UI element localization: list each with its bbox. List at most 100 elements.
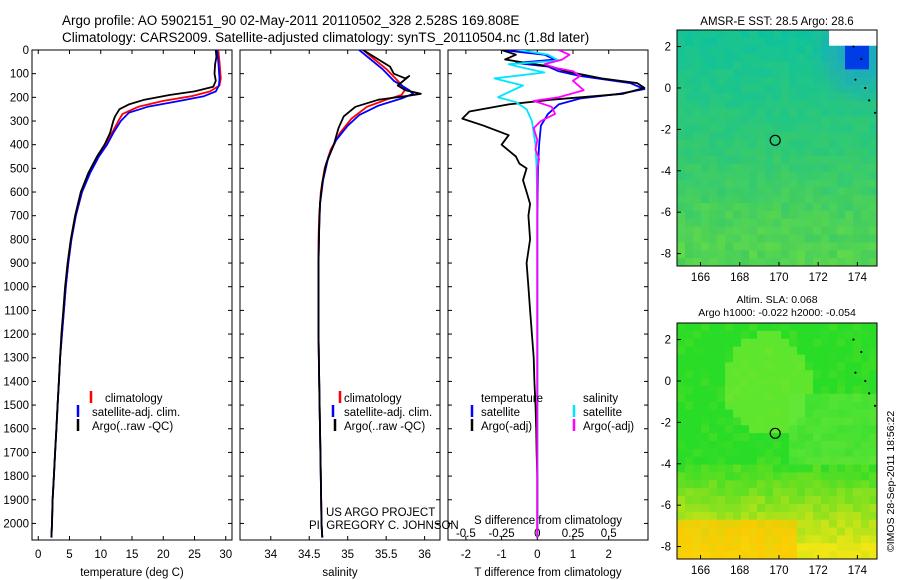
sst-map-cell: [845, 195, 854, 204]
sla-map-cell: [693, 346, 702, 356]
sla-map-cell: [789, 323, 798, 332]
sla-map-cell: [733, 472, 742, 481]
sst-map-cell: [677, 100, 686, 110]
sst-map-cell: [837, 155, 846, 165]
sla-map-cell: [869, 409, 877, 418]
sst-map-cell: [757, 210, 766, 220]
sla-map-cell: [773, 511, 782, 521]
sst-map-cell: [701, 218, 710, 228]
sla-map-cell: [773, 370, 782, 379]
sla-map-cell: [781, 448, 790, 458]
sst-map-cell: [797, 258, 806, 266]
sla-map-cell: [781, 425, 790, 434]
sla-map-cell: [741, 362, 750, 371]
sla-map-cell: [741, 488, 750, 497]
sla-map-cell: [757, 409, 766, 418]
sla-map-cell: [677, 551, 686, 559]
sst-map-cell: [709, 61, 718, 70]
sla-map-cell: [837, 354, 846, 363]
sla-map-cell: [677, 338, 686, 348]
sla-map-cell: [861, 448, 870, 458]
sla-map-cell: [693, 464, 702, 474]
sst-map-cell: [789, 155, 798, 165]
sst-map-cell: [773, 124, 782, 133]
sla-map-cell: [733, 346, 742, 356]
sla-map-cell: [781, 511, 790, 521]
sst-map-cell: [789, 163, 798, 173]
sla-map-cell: [781, 519, 790, 529]
temperature-y-tick-label: 400: [10, 140, 29, 152]
sla-map-cell: [837, 433, 846, 442]
sla-map-cell: [773, 543, 782, 552]
sst-map-cell: [773, 258, 782, 266]
sla-map-cell: [813, 393, 822, 403]
sst-map-cell: [813, 234, 822, 243]
sst-map-cell: [813, 171, 822, 181]
sla-map-cell: [773, 385, 782, 395]
sla-map-cell: [853, 393, 862, 403]
sla-map-cell: [685, 362, 694, 371]
sla-map-cell: [741, 378, 750, 387]
sla-map-cell: [869, 346, 877, 356]
sst-map-cell: [749, 195, 758, 204]
salinity-x-tick-label: 34.5: [298, 549, 320, 561]
sst-map-cell: [741, 61, 750, 70]
sst-map-cell: [773, 132, 782, 141]
sla-map-cell: [765, 448, 774, 458]
sst-map-cell: [765, 61, 774, 70]
sst-map-cell: [805, 53, 814, 63]
sla-map-cell: [805, 448, 814, 458]
sla-map-cell: [813, 543, 822, 552]
sst-map-cell: [829, 140, 838, 149]
sst-map-cell: [749, 69, 758, 78]
sst-map-cell: [781, 92, 790, 102]
salinity-series-argo-raw-qc: [317, 50, 422, 538]
sla-map-cell: [869, 511, 877, 521]
sst-map-cell: [781, 234, 790, 243]
sst-map-cell: [837, 148, 846, 157]
sst-map-cell: [733, 30, 742, 39]
sla-map-cell: [773, 393, 782, 403]
sst-map-cell: [837, 132, 846, 141]
sst-map-cell: [869, 242, 877, 251]
sst-map-cell: [845, 45, 854, 55]
sst-map-cell: [861, 77, 870, 86]
sla-map-cell: [677, 330, 686, 340]
sla-map-cell: [765, 472, 774, 481]
sst-map-cell: [853, 45, 862, 55]
sst-map-cell: [717, 85, 726, 94]
sla-map-cell: [765, 346, 774, 356]
sla-map-cell: [829, 448, 838, 458]
sst-map-cell: [829, 85, 838, 94]
sla-map-argo-marker: [769, 427, 781, 439]
sst-map-cell: [693, 226, 702, 236]
sla-map-cell: [805, 535, 814, 544]
sla-map-x-tick-label: 172: [809, 565, 828, 577]
sla-map-cell: [869, 401, 877, 411]
sla-map-cell: [757, 551, 766, 559]
sla-map-cell: [749, 535, 758, 544]
sst-map-cell: [765, 187, 774, 196]
sst-map-cell: [837, 37, 846, 47]
sst-map-cell: [797, 37, 806, 47]
sst-map-cell: [741, 187, 750, 196]
sst-map-cell: [709, 187, 718, 196]
sst-map-cell: [781, 242, 790, 251]
sla-map-cell: [725, 551, 734, 559]
sst-map-cell: [781, 77, 790, 86]
temperature-x-tick-label: 0: [35, 549, 41, 561]
sst-map-cell: [837, 163, 846, 173]
sst-map-cell: [869, 148, 877, 157]
sla-map-cell: [725, 535, 734, 544]
sla-map-island-dot: [852, 338, 855, 341]
sst-map-cell: [861, 61, 870, 70]
sst-map-cell: [869, 171, 877, 181]
sst-map-cell: [789, 100, 798, 110]
sla-map-cell: [749, 378, 758, 387]
sla-map-cell: [781, 378, 790, 387]
difference-s-tick-label: -0.5: [456, 528, 476, 540]
sst-map-cell: [765, 203, 774, 212]
sla-map-cell: [789, 417, 798, 426]
sst-map-cell: [693, 203, 702, 212]
temperature-y-tick-label: 2000: [3, 518, 29, 530]
